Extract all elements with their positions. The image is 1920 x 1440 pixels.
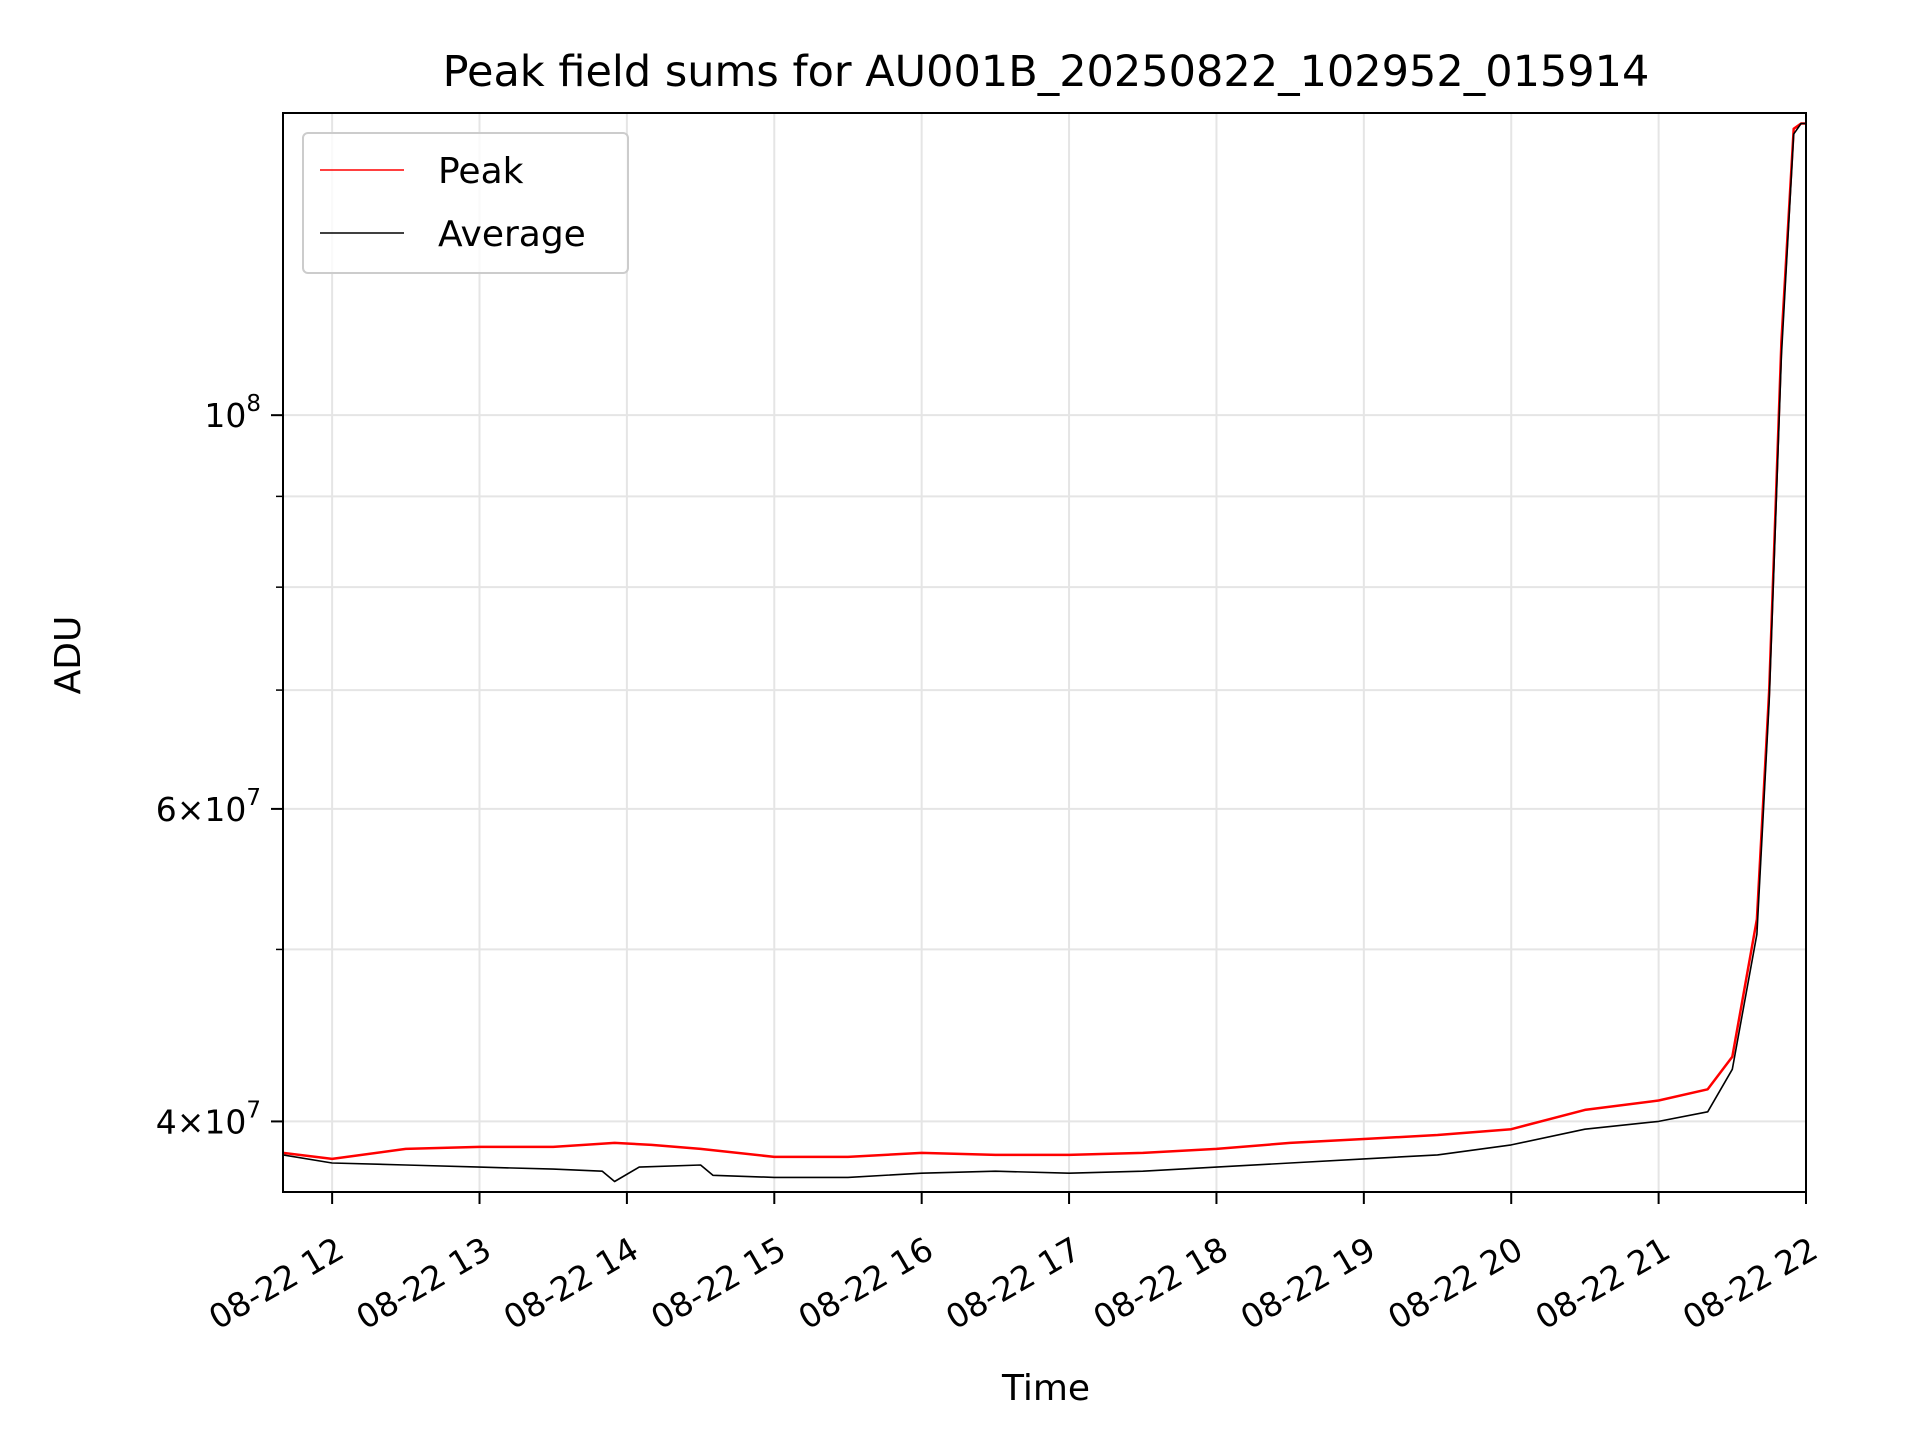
y-tick-label: 108 [204,391,261,435]
plot-frame [282,112,1807,1193]
legend-label-peak: Peak [438,151,524,192]
y-tick-label: 6×107 [156,785,261,829]
y-axis-label: ADU [48,616,89,695]
plot-area [283,122,1806,1183]
legend-box [302,132,629,274]
legend-label-average: Average [438,214,586,255]
x-axis-label: Time [1001,1368,1090,1409]
chart-title: Peak field sums for AU001B_20250822_1029… [443,47,1650,97]
series-layer [283,122,1806,1183]
legend: Peak Average [302,132,629,274]
y-tick-label: 4×107 [156,1097,261,1141]
series-line-average [283,122,1806,1183]
y-axis: 4×107 6×107 108 [156,391,283,1141]
